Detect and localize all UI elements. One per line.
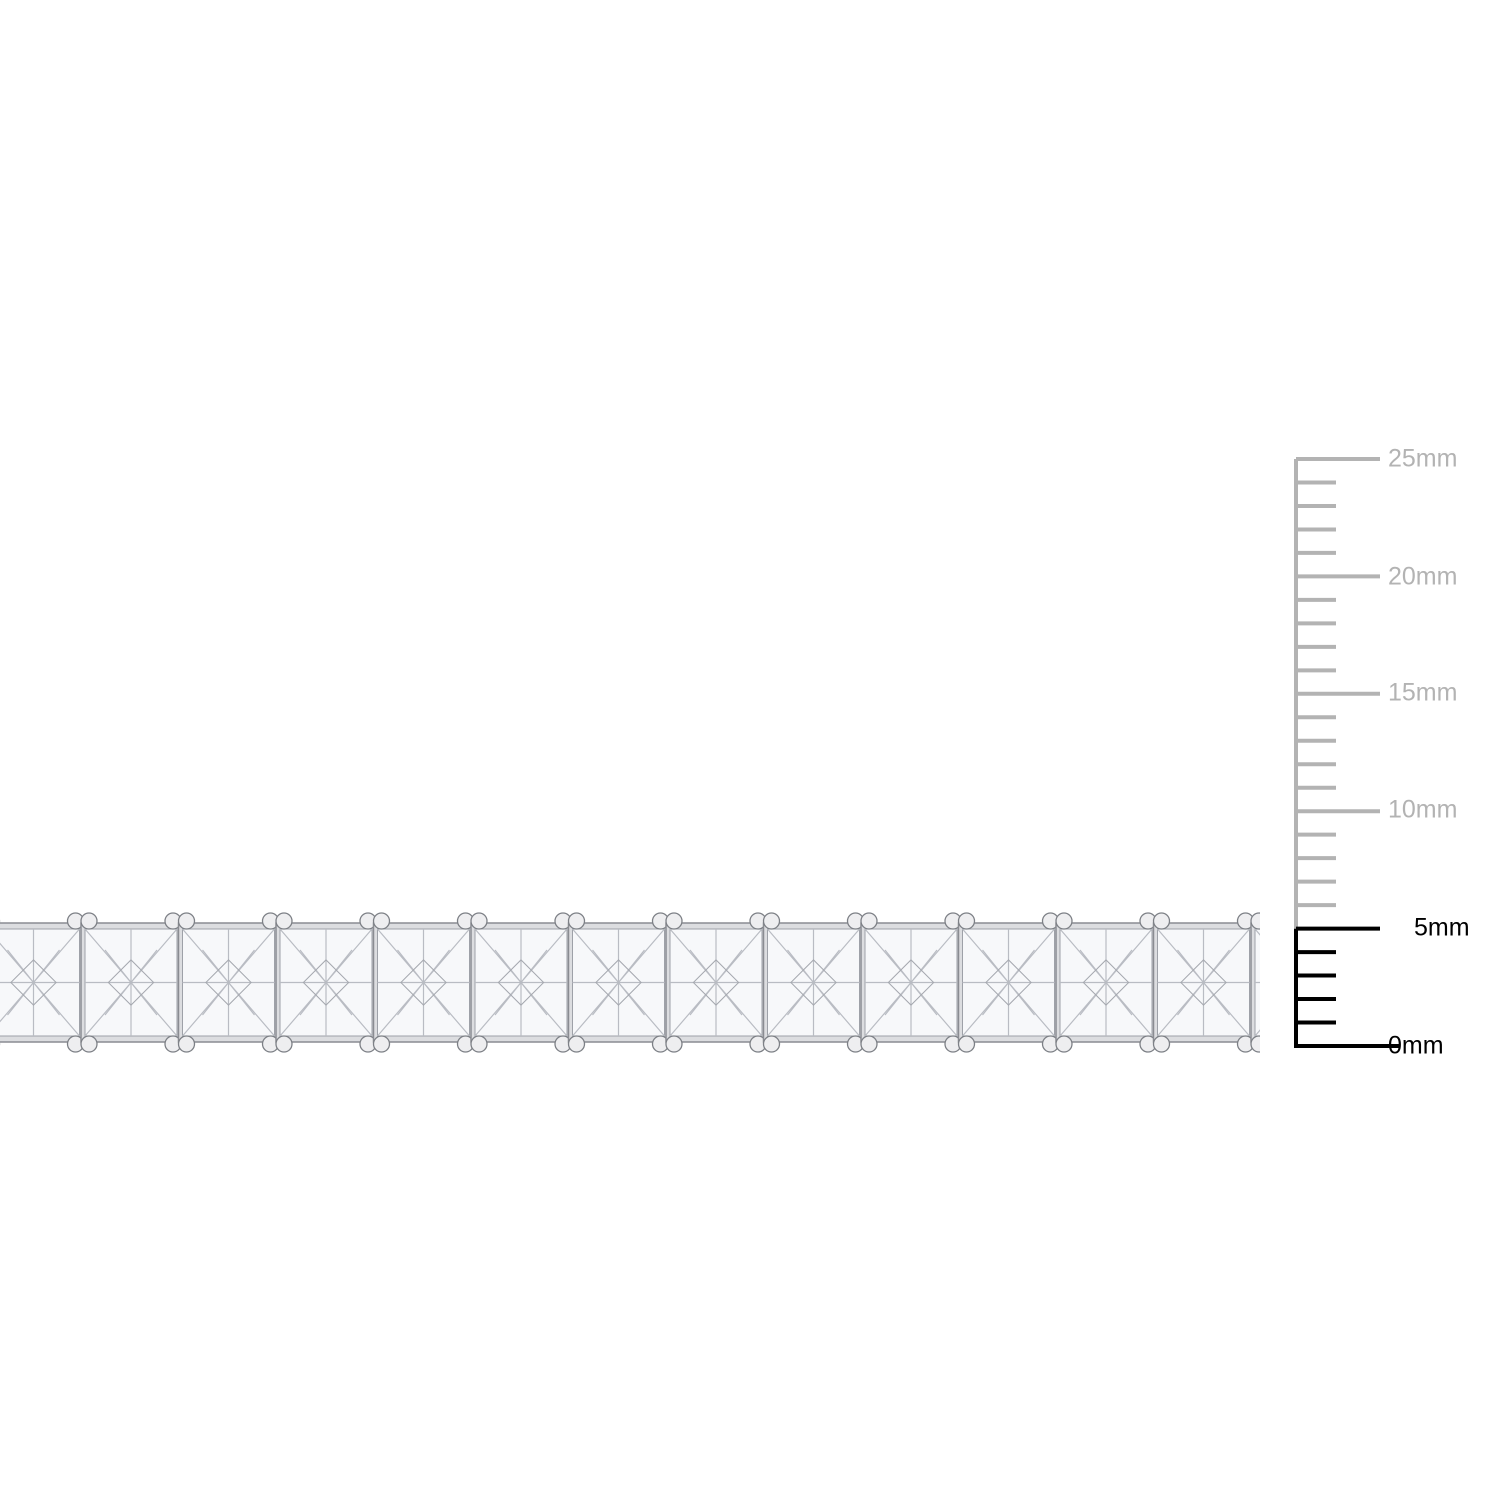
stone-link bbox=[470, 912, 572, 1053]
stone-link bbox=[762, 912, 865, 1053]
stone-link bbox=[665, 912, 767, 1053]
stone-link bbox=[275, 912, 377, 1053]
stone-link bbox=[0, 912, 85, 1053]
scale-label-5: 5mm bbox=[1414, 913, 1470, 942]
stone-link bbox=[80, 912, 182, 1053]
scale-label-20: 20mm bbox=[1388, 562, 1458, 591]
stone-link bbox=[1250, 912, 1260, 1053]
scale-label-25: 25mm bbox=[1388, 444, 1458, 473]
scale-label-15: 15mm bbox=[1388, 678, 1458, 707]
stone-link bbox=[957, 912, 1060, 1053]
stone-link bbox=[1152, 912, 1255, 1053]
stone-link bbox=[1055, 912, 1157, 1053]
stone-link bbox=[372, 912, 475, 1053]
stone-link bbox=[177, 912, 280, 1053]
scale-label-10: 10mm bbox=[1388, 795, 1458, 824]
stone-link bbox=[860, 912, 962, 1053]
scale-label-0: 0mm bbox=[1388, 1031, 1444, 1060]
bracelet bbox=[0, 912, 1260, 1053]
